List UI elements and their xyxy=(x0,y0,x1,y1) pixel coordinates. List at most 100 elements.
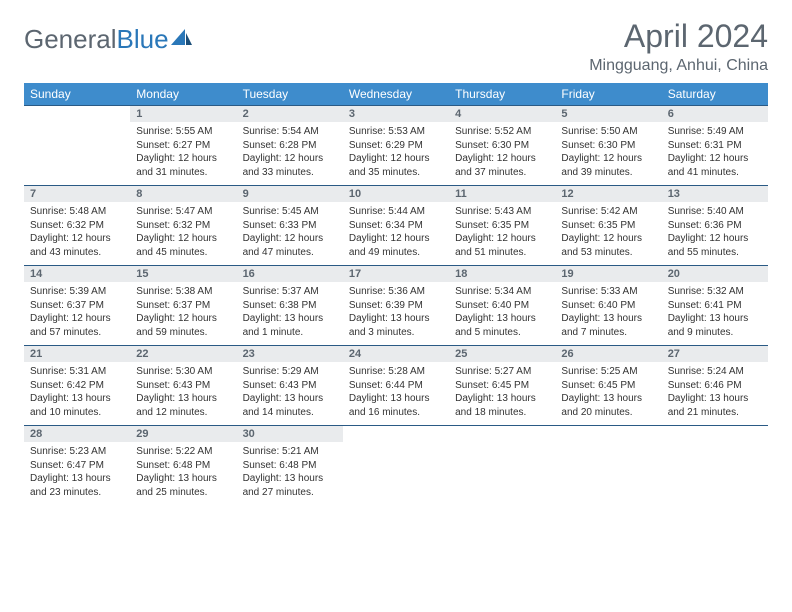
sunset-text: Sunset: 6:37 PM xyxy=(30,299,124,313)
logo-text: GeneralBlue xyxy=(24,24,169,55)
sunset-text: Sunset: 6:36 PM xyxy=(668,219,762,233)
day-number xyxy=(24,106,130,123)
day-number: 13 xyxy=(662,186,768,203)
day2-text: and 5 minutes. xyxy=(455,326,549,340)
sunrise-text: Sunrise: 5:38 AM xyxy=(136,285,230,299)
sunset-text: Sunset: 6:27 PM xyxy=(136,139,230,153)
logo-part2: Blue xyxy=(117,24,169,54)
weekday-header: Tuesday xyxy=(237,83,343,106)
day1-text: Daylight: 12 hours xyxy=(30,312,124,326)
day1-text: Daylight: 13 hours xyxy=(243,472,337,486)
day-cell: Sunrise: 5:32 AMSunset: 6:41 PMDaylight:… xyxy=(662,282,768,346)
day-number: 28 xyxy=(24,426,130,443)
day1-text: Daylight: 13 hours xyxy=(30,392,124,406)
day-content-row: Sunrise: 5:31 AMSunset: 6:42 PMDaylight:… xyxy=(24,362,768,426)
sunrise-text: Sunrise: 5:34 AM xyxy=(455,285,549,299)
day1-text: Daylight: 13 hours xyxy=(243,392,337,406)
sunrise-text: Sunrise: 5:37 AM xyxy=(243,285,337,299)
day2-text: and 9 minutes. xyxy=(668,326,762,340)
day2-text: and 3 minutes. xyxy=(349,326,443,340)
sunrise-text: Sunrise: 5:25 AM xyxy=(561,365,655,379)
day-number: 16 xyxy=(237,266,343,283)
sunrise-text: Sunrise: 5:45 AM xyxy=(243,205,337,219)
sunset-text: Sunset: 6:44 PM xyxy=(349,379,443,393)
day-cell: Sunrise: 5:22 AMSunset: 6:48 PMDaylight:… xyxy=(130,442,236,505)
day1-text: Daylight: 12 hours xyxy=(455,232,549,246)
day1-text: Daylight: 12 hours xyxy=(561,152,655,166)
sunset-text: Sunset: 6:28 PM xyxy=(243,139,337,153)
sunrise-text: Sunrise: 5:39 AM xyxy=(30,285,124,299)
sunrise-text: Sunrise: 5:54 AM xyxy=(243,125,337,139)
day-content-row: Sunrise: 5:23 AMSunset: 6:47 PMDaylight:… xyxy=(24,442,768,505)
sunset-text: Sunset: 6:43 PM xyxy=(136,379,230,393)
day1-text: Daylight: 12 hours xyxy=(561,232,655,246)
day2-text: and 21 minutes. xyxy=(668,406,762,420)
day-cell: Sunrise: 5:40 AMSunset: 6:36 PMDaylight:… xyxy=(662,202,768,266)
day-cell xyxy=(555,442,661,505)
sunrise-text: Sunrise: 5:21 AM xyxy=(243,445,337,459)
day1-text: Daylight: 13 hours xyxy=(349,312,443,326)
day1-text: Daylight: 13 hours xyxy=(136,472,230,486)
sunset-text: Sunset: 6:37 PM xyxy=(136,299,230,313)
sunset-text: Sunset: 6:35 PM xyxy=(455,219,549,233)
day1-text: Daylight: 12 hours xyxy=(455,152,549,166)
day-cell: Sunrise: 5:49 AMSunset: 6:31 PMDaylight:… xyxy=(662,122,768,186)
day-number: 11 xyxy=(449,186,555,203)
day-cell: Sunrise: 5:29 AMSunset: 6:43 PMDaylight:… xyxy=(237,362,343,426)
day1-text: Daylight: 12 hours xyxy=(136,232,230,246)
day-number: 27 xyxy=(662,346,768,363)
day1-text: Daylight: 12 hours xyxy=(136,152,230,166)
sunset-text: Sunset: 6:40 PM xyxy=(455,299,549,313)
month-title: April 2024 xyxy=(589,18,768,55)
day-cell: Sunrise: 5:54 AMSunset: 6:28 PMDaylight:… xyxy=(237,122,343,186)
day2-text: and 12 minutes. xyxy=(136,406,230,420)
day-cell xyxy=(24,122,130,186)
sunset-text: Sunset: 6:30 PM xyxy=(561,139,655,153)
day-number: 29 xyxy=(130,426,236,443)
day1-text: Daylight: 13 hours xyxy=(30,472,124,486)
weekday-header-row: Sunday Monday Tuesday Wednesday Thursday… xyxy=(24,83,768,106)
day2-text: and 10 minutes. xyxy=(30,406,124,420)
day-number xyxy=(662,426,768,443)
day1-text: Daylight: 13 hours xyxy=(561,392,655,406)
day2-text: and 23 minutes. xyxy=(30,486,124,500)
day-number xyxy=(449,426,555,443)
day2-text: and 35 minutes. xyxy=(349,166,443,180)
sunrise-text: Sunrise: 5:44 AM xyxy=(349,205,443,219)
weekday-header: Thursday xyxy=(449,83,555,106)
day-cell: Sunrise: 5:44 AMSunset: 6:34 PMDaylight:… xyxy=(343,202,449,266)
day1-text: Daylight: 13 hours xyxy=(561,312,655,326)
day-cell: Sunrise: 5:28 AMSunset: 6:44 PMDaylight:… xyxy=(343,362,449,426)
day2-text: and 39 minutes. xyxy=(561,166,655,180)
day1-text: Daylight: 13 hours xyxy=(668,392,762,406)
sunrise-text: Sunrise: 5:55 AM xyxy=(136,125,230,139)
day2-text: and 57 minutes. xyxy=(30,326,124,340)
day-number: 15 xyxy=(130,266,236,283)
day-number: 24 xyxy=(343,346,449,363)
day-number: 12 xyxy=(555,186,661,203)
day-number-row: 21222324252627 xyxy=(24,346,768,363)
day2-text: and 43 minutes. xyxy=(30,246,124,260)
sunset-text: Sunset: 6:47 PM xyxy=(30,459,124,473)
sunset-text: Sunset: 6:48 PM xyxy=(243,459,337,473)
location: Mingguang, Anhui, China xyxy=(589,57,768,75)
day-cell: Sunrise: 5:31 AMSunset: 6:42 PMDaylight:… xyxy=(24,362,130,426)
day-cell xyxy=(662,442,768,505)
day-number-row: 14151617181920 xyxy=(24,266,768,283)
day2-text: and 14 minutes. xyxy=(243,406,337,420)
day2-text: and 47 minutes. xyxy=(243,246,337,260)
sunset-text: Sunset: 6:48 PM xyxy=(136,459,230,473)
sunrise-text: Sunrise: 5:43 AM xyxy=(455,205,549,219)
day1-text: Daylight: 13 hours xyxy=(136,392,230,406)
day-number: 7 xyxy=(24,186,130,203)
day1-text: Daylight: 12 hours xyxy=(668,152,762,166)
day2-text: and 25 minutes. xyxy=(136,486,230,500)
sunset-text: Sunset: 6:45 PM xyxy=(455,379,549,393)
day-cell: Sunrise: 5:42 AMSunset: 6:35 PMDaylight:… xyxy=(555,202,661,266)
sunrise-text: Sunrise: 5:28 AM xyxy=(349,365,443,379)
day2-text: and 1 minute. xyxy=(243,326,337,340)
day1-text: Daylight: 13 hours xyxy=(455,392,549,406)
title-block: April 2024 Mingguang, Anhui, China xyxy=(589,18,768,75)
sunrise-text: Sunrise: 5:24 AM xyxy=(668,365,762,379)
sunset-text: Sunset: 6:40 PM xyxy=(561,299,655,313)
